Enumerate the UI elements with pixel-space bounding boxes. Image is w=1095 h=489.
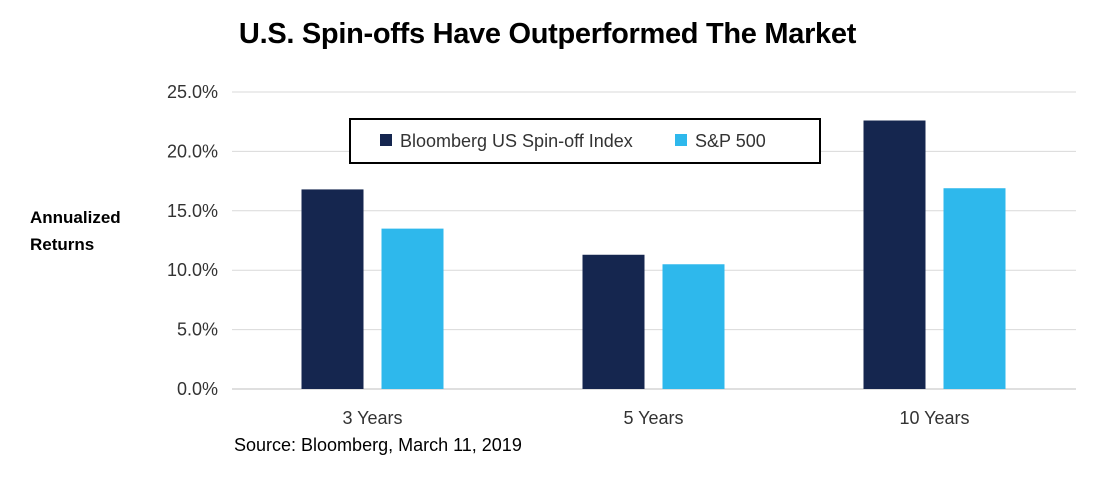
y-axis-label: Annualized Returns — [30, 208, 121, 254]
x-category-label: 3 Years — [342, 408, 402, 428]
y-tick-label: 15.0% — [167, 201, 218, 221]
bar-sp500 — [943, 188, 1006, 389]
y-tick-label: 0.0% — [177, 379, 218, 399]
y-tick-label: 25.0% — [167, 82, 218, 102]
legend-box — [349, 118, 821, 164]
source-note: Source: Bloomberg, March 11, 2019 — [234, 435, 522, 455]
legend-label: S&P 500 — [695, 131, 766, 151]
chart-title: U.S. Spin-offs Have Outperformed The Mar… — [238, 18, 857, 50]
bar-spinoff-index — [582, 254, 645, 389]
y-tick-label: 5.0% — [177, 320, 218, 340]
legend-swatch — [675, 134, 687, 146]
legend-label: Bloomberg US Spin-off Index — [400, 131, 633, 151]
bar-sp500 — [381, 228, 444, 389]
y-tick-label: 20.0% — [167, 141, 218, 161]
bar-spinoff-index — [863, 120, 926, 390]
bar-sp500 — [662, 264, 725, 389]
legend-swatch — [380, 134, 392, 146]
y-tick-label: 10.0% — [167, 260, 218, 280]
x-category-label: 10 Years — [899, 408, 969, 428]
x-category-label: 5 Years — [623, 408, 683, 428]
bar-spinoff-index — [301, 189, 364, 389]
